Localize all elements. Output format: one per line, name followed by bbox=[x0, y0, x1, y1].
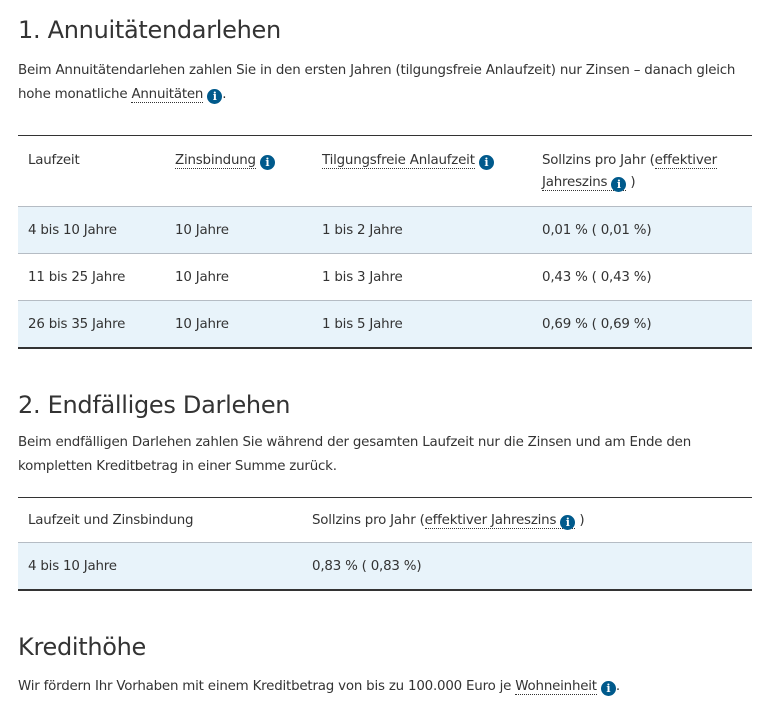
info-icon[interactable]: i bbox=[611, 177, 627, 192]
info-icon[interactable]: i bbox=[207, 89, 223, 104]
kredithoehe-text: Wir fördern Ihr Vorhaben mit einem Kredi… bbox=[18, 675, 752, 699]
cell-zinsbindung: 10 Jahre bbox=[165, 206, 312, 254]
sollzins-label: Sollzins pro Jahr ( bbox=[542, 153, 655, 168]
cell-laufzeit: 4 bis 10 Jahre bbox=[18, 206, 165, 254]
cell-zins: 0,43 % ( 0,43 %) bbox=[532, 253, 752, 301]
cell-laufzeit: 26 bis 35 Jahre bbox=[18, 300, 165, 348]
link-text: effektiver Jahreszins bbox=[542, 153, 717, 190]
intro-text: Beim Annuitätendarlehen zahlen Sie in de… bbox=[18, 63, 736, 102]
table-row: 11 bis 25 Jahre 10 Jahre 1 bis 3 Jahre 0… bbox=[18, 253, 752, 301]
info-icon[interactable]: i bbox=[560, 515, 576, 530]
annuitaeten-link[interactable]: Annuitäten bbox=[131, 87, 204, 103]
link-text: effektiver Jahreszins bbox=[424, 513, 557, 528]
header-sollzins: Sollzins pro Jahr (effektiver Jahreszins… bbox=[532, 135, 752, 207]
cell-anlaufzeit: 1 bis 2 Jahre bbox=[312, 206, 532, 254]
section-intro: Beim Annuitätendarlehen zahlen Sie in de… bbox=[18, 59, 752, 107]
table-row: 4 bis 10 Jahre 0,83 % ( 0,83 %) bbox=[18, 542, 752, 590]
zinsbindung-link[interactable]: Zinsbindung bbox=[175, 153, 256, 169]
cell-zins: 0,69 % ( 0,69 %) bbox=[532, 300, 752, 348]
effektiver-jahreszins-link[interactable]: effektiver Jahreszins i bbox=[542, 153, 717, 192]
info-icon[interactable]: i bbox=[259, 155, 275, 170]
cell-zins: 0,83 % ( 0,83 %) bbox=[302, 542, 752, 590]
header-anlaufzeit: Tilgungsfreie Anlaufzeit i bbox=[312, 135, 532, 207]
paren: ) bbox=[630, 175, 636, 190]
info-icon[interactable]: i bbox=[478, 155, 494, 170]
anlaufzeit-link[interactable]: Tilgungsfreie Anlaufzeit bbox=[322, 153, 475, 169]
intro-end: . bbox=[222, 87, 227, 102]
info-icon[interactable]: i bbox=[600, 681, 616, 696]
header-sollzins: Sollzins pro Jahr (effektiver Jahreszins… bbox=[302, 497, 752, 543]
text: Wir fördern Ihr Vorhaben mit einem Kredi… bbox=[18, 679, 512, 694]
end: . bbox=[615, 679, 620, 694]
cell-anlaufzeit: 1 bis 3 Jahre bbox=[312, 253, 532, 301]
cell-anlaufzeit: 1 bis 5 Jahre bbox=[312, 300, 532, 348]
paren: ) bbox=[579, 513, 585, 528]
header-laufzeit-zinsbindung: Laufzeit und Zinsbindung bbox=[18, 497, 302, 543]
cell-zinsbindung: 10 Jahre bbox=[165, 253, 312, 301]
sollzins-label: Sollzins pro Jahr ( bbox=[312, 513, 425, 528]
cell-laufzeit: 4 bis 10 Jahre bbox=[18, 542, 302, 590]
header-zinsbindung: Zinsbindung i bbox=[165, 135, 312, 207]
header-laufzeit: Laufzeit bbox=[18, 135, 165, 207]
annuitaeten-table: Laufzeit Zinsbindung i Tilgungsfreie Anl… bbox=[18, 135, 752, 349]
wohneinheit-link[interactable]: Wohneinheit bbox=[515, 679, 597, 695]
section-intro: Beim endfälligen Darlehen zahlen Sie wäh… bbox=[18, 435, 692, 474]
cell-zins: 0,01 % ( 0,01 %) bbox=[532, 206, 752, 254]
endfaellig-table: Laufzeit und Zinsbindung Sollzins pro Ja… bbox=[18, 497, 752, 591]
section-title-kredithoehe: Kredithöhe bbox=[18, 633, 147, 661]
section-title-annuitaetendarlehen: 1. Annuitätendarlehen bbox=[18, 16, 281, 44]
section-title-endfaelliges-darlehen: 2. Endfälliges Darlehen bbox=[18, 391, 291, 419]
table-row: 4 bis 10 Jahre 10 Jahre 1 bis 2 Jahre 0,… bbox=[18, 206, 752, 254]
effektiver-jahreszins-link[interactable]: effektiver Jahreszins i bbox=[424, 513, 576, 530]
cell-laufzeit: 11 bis 25 Jahre bbox=[18, 253, 165, 301]
table-row: 26 bis 35 Jahre 10 Jahre 1 bis 5 Jahre 0… bbox=[18, 300, 752, 348]
cell-zinsbindung: 10 Jahre bbox=[165, 300, 312, 348]
